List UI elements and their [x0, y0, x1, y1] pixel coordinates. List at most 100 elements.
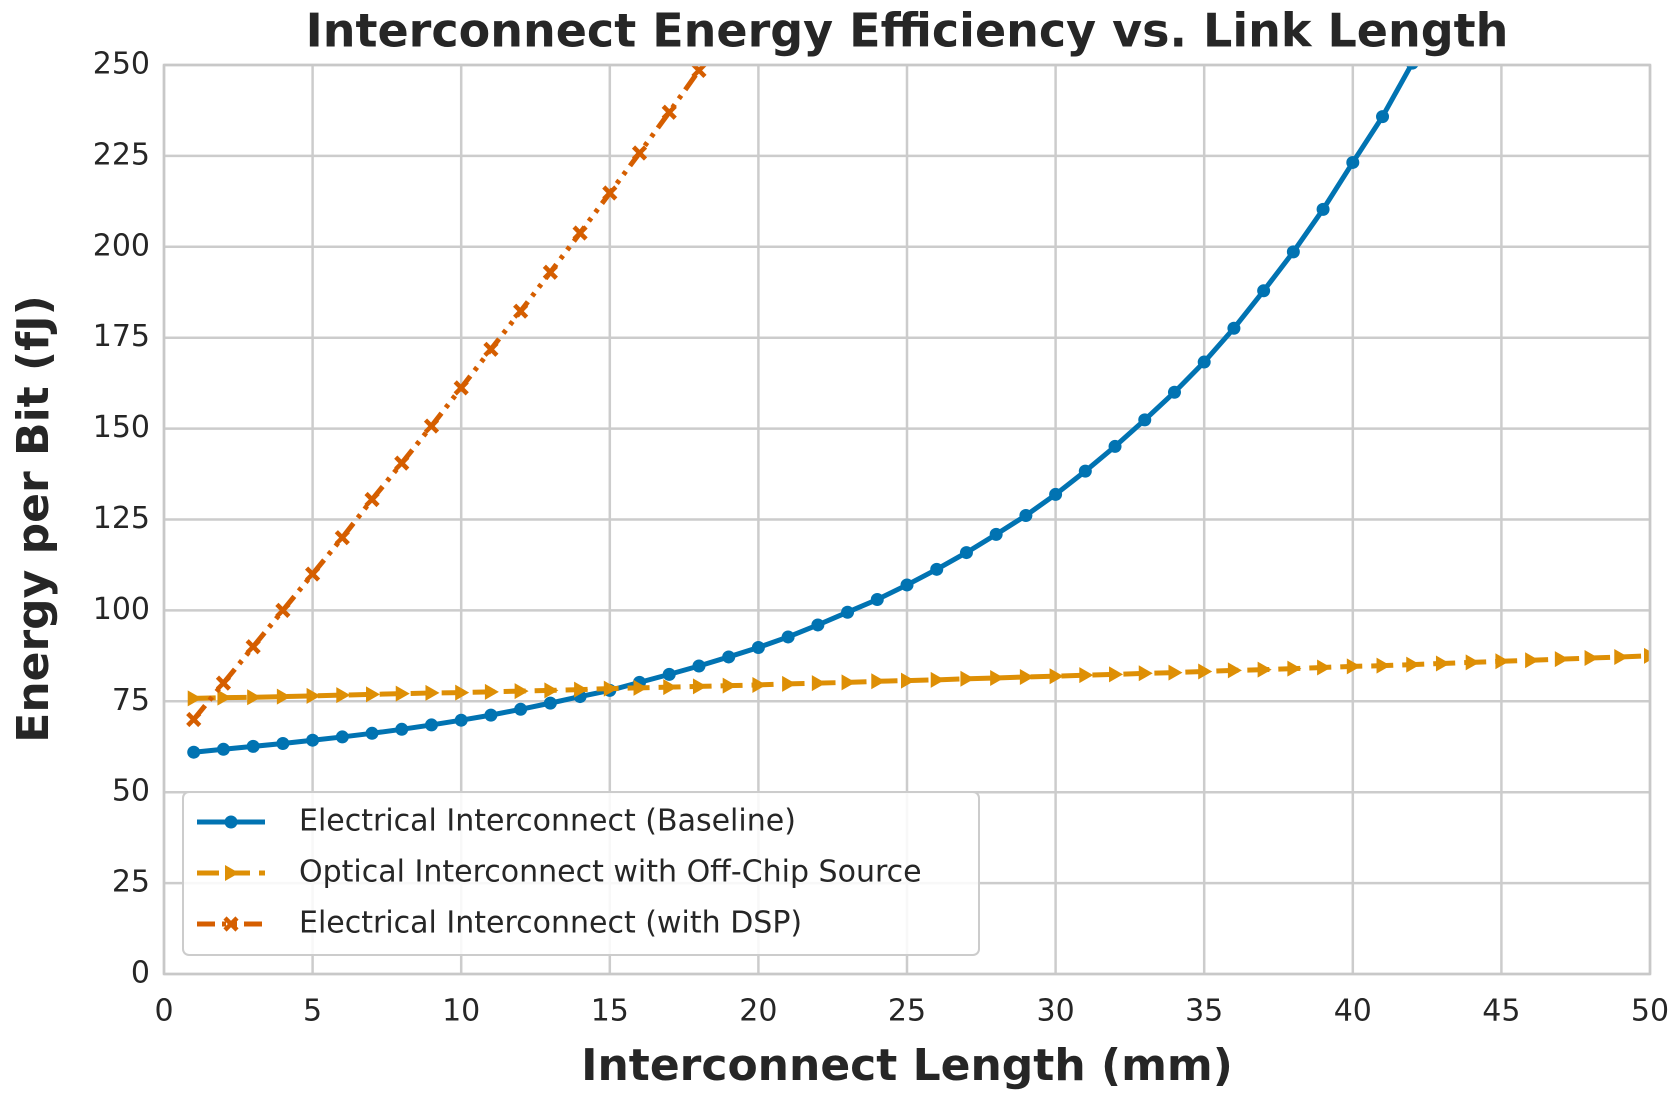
marker — [223, 916, 239, 932]
x-tick-label: 15 — [591, 994, 629, 1029]
marker — [663, 679, 678, 696]
series-line — [193, 65, 1415, 755]
plot-frame — [162, 63, 1652, 976]
x-tick-label: 10 — [442, 994, 480, 1029]
marker — [514, 702, 528, 716]
marker — [1465, 654, 1480, 671]
marker — [1287, 660, 1302, 677]
marker — [1257, 661, 1272, 678]
marker — [1584, 650, 1599, 667]
marker — [424, 718, 438, 732]
marker — [483, 341, 499, 357]
y-tick-label: 225 — [93, 137, 150, 172]
marker — [691, 65, 707, 79]
marker — [1138, 413, 1152, 427]
y-tick-label: 0 — [131, 956, 150, 991]
marker — [334, 530, 350, 546]
marker — [1049, 487, 1063, 501]
marker — [544, 682, 559, 699]
marker — [543, 696, 557, 710]
x-tick-label: 25 — [888, 994, 926, 1029]
y-axis-label: Energy per Bit (fJ) — [8, 295, 59, 742]
marker — [930, 562, 944, 576]
marker — [1435, 655, 1450, 672]
y-tick-label: 25 — [112, 865, 150, 900]
marker — [811, 618, 825, 632]
marker — [603, 680, 618, 697]
y-tick-label: 200 — [93, 228, 150, 263]
marker — [1644, 647, 1650, 664]
marker — [692, 659, 706, 673]
x-tick-label: 45 — [1482, 994, 1520, 1029]
y-tick-label: 50 — [112, 774, 150, 809]
marker — [633, 679, 648, 696]
marker — [1227, 662, 1242, 679]
marker — [305, 566, 321, 582]
marker — [1109, 666, 1124, 683]
marker — [1495, 653, 1510, 670]
marker — [245, 639, 261, 655]
marker — [782, 675, 797, 692]
marker — [1227, 321, 1241, 335]
legend: Electrical Interconnect (Baseline) Optica… — [182, 791, 980, 956]
marker — [306, 733, 320, 747]
marker — [989, 527, 1003, 541]
y-tick-label: 175 — [93, 319, 150, 354]
marker — [901, 672, 915, 689]
marker — [513, 303, 529, 319]
marker — [1198, 663, 1213, 680]
series-line — [193, 653, 1650, 701]
marker — [455, 684, 470, 701]
series-line — [191, 69, 701, 722]
marker — [900, 578, 914, 592]
marker — [542, 264, 558, 280]
marker — [662, 667, 676, 681]
marker — [394, 455, 410, 471]
plot-area — [186, 65, 1650, 759]
marker — [631, 145, 648, 161]
marker — [751, 640, 765, 654]
marker — [1406, 65, 1419, 70]
marker — [364, 491, 380, 508]
legend-label: Electrical Interconnect (with DSP) — [299, 906, 802, 941]
marker — [425, 684, 440, 701]
chart-title: Interconnect Energy Efficiency vs. Link … — [306, 4, 1509, 58]
marker — [217, 689, 232, 706]
marker — [423, 418, 440, 434]
marker — [841, 674, 856, 691]
marker — [960, 670, 975, 687]
marker — [454, 713, 468, 727]
marker — [722, 677, 737, 694]
marker — [1108, 439, 1122, 453]
marker — [841, 605, 855, 619]
marker — [1138, 665, 1153, 682]
marker — [366, 686, 381, 703]
marker — [1257, 284, 1271, 298]
y-tick-label: 75 — [112, 683, 150, 718]
marker — [959, 546, 973, 560]
marker — [1019, 668, 1034, 685]
y-tick-label: 125 — [93, 501, 150, 536]
marker — [514, 683, 529, 700]
marker — [602, 185, 618, 201]
marker — [1346, 658, 1361, 675]
marker — [1078, 464, 1092, 478]
marker — [1049, 668, 1064, 685]
x-tick-label: 30 — [1037, 994, 1075, 1029]
marker — [1614, 648, 1629, 665]
marker — [395, 685, 410, 702]
marker — [1376, 657, 1391, 674]
marker — [930, 671, 945, 688]
y-tick-label: 250 — [93, 47, 150, 82]
marker — [186, 711, 202, 728]
marker — [871, 673, 886, 690]
marker — [187, 745, 201, 759]
marker — [1554, 651, 1569, 668]
marker — [395, 722, 409, 736]
marker — [1167, 385, 1181, 399]
marker — [574, 681, 589, 698]
marker — [722, 650, 736, 664]
marker — [365, 726, 379, 740]
marker — [752, 676, 767, 693]
